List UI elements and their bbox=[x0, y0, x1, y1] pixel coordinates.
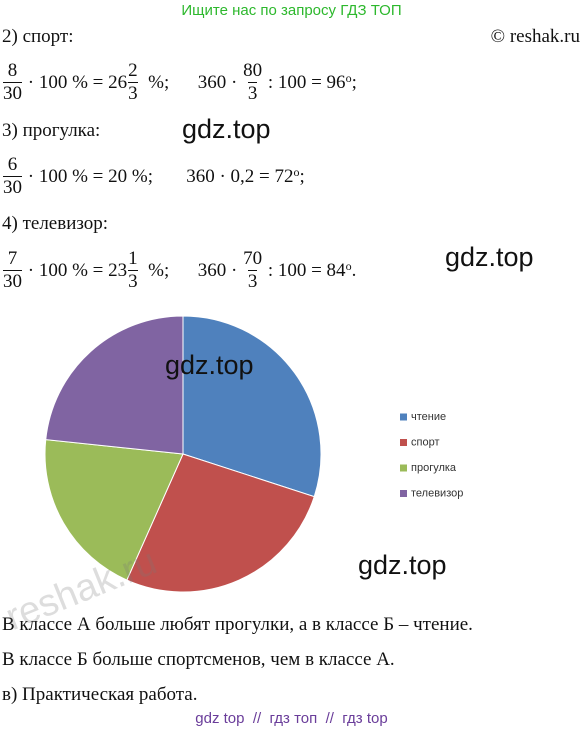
degree-sign: о bbox=[345, 71, 352, 85]
numerator: 7 bbox=[7, 248, 18, 269]
formula-text: · 100 % = 26 bbox=[23, 71, 128, 93]
numerator: 80 bbox=[243, 60, 263, 81]
legend-swatch bbox=[400, 413, 407, 421]
legend-label: прогулка bbox=[411, 462, 457, 474]
section-label: 3) прогулка: bbox=[2, 120, 101, 141]
legend-swatch bbox=[400, 464, 407, 472]
denominator: 3 bbox=[247, 270, 258, 292]
formula: 6 30 · 100 % = 20 %; 360 · 0,2 = 72 о; bbox=[2, 154, 305, 199]
formula-text: : 100 = 84 bbox=[263, 259, 346, 281]
numerator: 2 bbox=[128, 60, 138, 81]
legend-label: чтение bbox=[411, 411, 446, 423]
denominator: 3 bbox=[128, 270, 138, 292]
pie-slice bbox=[44, 439, 184, 581]
numerator: 6 bbox=[7, 154, 18, 175]
degree-sign: о bbox=[345, 259, 352, 273]
legend-swatch bbox=[400, 439, 407, 446]
search-hint: Ищите нас по запросу ГДЗ ТОП bbox=[181, 2, 402, 19]
legend-swatch bbox=[400, 490, 407, 497]
formula-text: ; bbox=[351, 71, 357, 93]
numerator: 70 bbox=[243, 248, 263, 269]
section-label: 2) спорт: bbox=[2, 26, 74, 47]
numerator: 1 bbox=[128, 248, 138, 269]
watermark: gdz.top bbox=[165, 350, 254, 380]
formula-text: %; 360 · bbox=[138, 259, 243, 281]
formula-text: : 100 = 96 bbox=[263, 71, 346, 93]
fraction: 70 3 bbox=[243, 248, 262, 293]
watermark: gdz.top bbox=[182, 114, 271, 144]
watermark: gdz.top bbox=[445, 242, 534, 272]
fraction: 7 30 bbox=[3, 248, 22, 293]
legend-label: спорт bbox=[411, 436, 440, 448]
denominator: 30 bbox=[3, 176, 22, 198]
formula-text: %; 360 · bbox=[138, 71, 243, 93]
denominator: 3 bbox=[247, 82, 258, 104]
conclusion: В классе Б больше спортсменов, чем в кла… bbox=[2, 649, 395, 670]
pie-slice bbox=[182, 315, 322, 498]
conclusion: В классе А больше любят прогулки, а в кл… bbox=[2, 614, 473, 635]
fraction: 80 3 bbox=[243, 60, 262, 105]
pie-slice bbox=[126, 453, 315, 593]
formula: 8 30 · 100 % = 26 2 3 %; 360 · 80 3 : 100 = … bbox=[2, 60, 357, 105]
copyright: © reshak.ru bbox=[490, 26, 580, 47]
fraction: 6 30 bbox=[3, 154, 22, 199]
formula-text: . bbox=[351, 259, 357, 281]
footer: gdz top // гдз топ // гдз top bbox=[195, 710, 388, 727]
denominator: 30 bbox=[3, 270, 22, 292]
denominator: 3 bbox=[128, 82, 138, 104]
fraction: 8 30 bbox=[3, 60, 22, 105]
watermark: gdz.top bbox=[358, 550, 447, 580]
conclusion: в) Практическая работа. bbox=[2, 684, 198, 705]
numerator: 8 bbox=[7, 60, 18, 81]
degree-sign: о bbox=[293, 165, 300, 179]
pie-slice bbox=[45, 315, 184, 455]
denominator: 30 bbox=[3, 82, 22, 104]
legend-label: телевизор bbox=[411, 487, 463, 499]
formula-text: · 100 % = 20 %; 360 · 0,2 = 72 bbox=[23, 165, 294, 187]
formula-text: · 100 % = 23 bbox=[23, 259, 128, 281]
section-label: 4) телевизор: bbox=[2, 213, 109, 234]
formula: 7 30 · 100 % = 23 1 3 %; 360 · 70 3 : 100 = … bbox=[2, 248, 356, 293]
formula-text: ; bbox=[299, 165, 305, 187]
